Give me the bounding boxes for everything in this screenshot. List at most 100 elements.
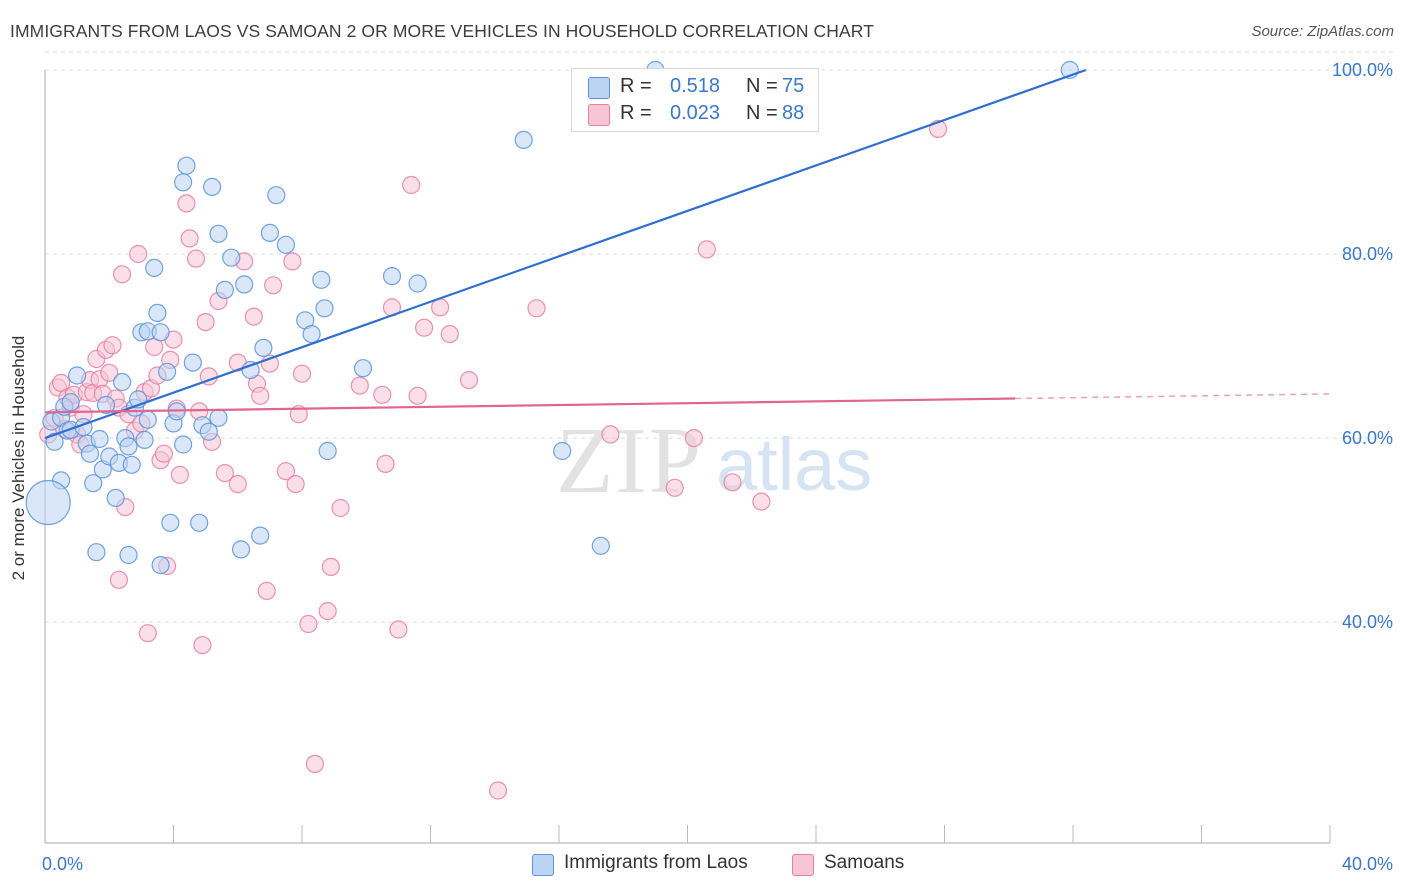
legend-n-label: N = [746,75,778,97]
laos-point [158,362,177,381]
samoans-point [109,570,129,589]
laos-point [408,274,427,293]
samoans-point [697,240,716,259]
y-tick-label: 80.0% [1342,244,1393,264]
samoans-point [170,465,189,484]
laos-point [151,323,170,342]
samoans-legend-label: Samoans [824,852,905,873]
laos-point [145,258,164,277]
laos-point [174,173,193,192]
laos-point [183,353,202,372]
laos-point [122,455,141,474]
laos-point [382,267,402,286]
laos-point [315,299,334,318]
samoans-point [331,498,350,518]
laos-point [61,393,80,412]
legend-n-label: N = [746,102,778,124]
samoans-legend-swatch [792,854,814,876]
legend-r-label: R = [620,75,652,97]
laos-point [260,223,279,242]
samoans-point [752,492,771,511]
laos-point [312,270,331,289]
samoans-point [177,194,196,213]
y-tick-label: 100.0% [1332,60,1393,80]
samoans-point [154,444,173,463]
laos-point [235,275,254,294]
samoans-point [408,386,427,405]
chart-title: IMMIGRANTS FROM LAOS VS SAMOAN 2 OR MORE… [10,21,875,41]
samoans-point [684,429,704,448]
laos-points [25,60,1079,575]
samoans-point [215,464,234,483]
laos-point [148,303,167,322]
samoans-point [251,386,270,405]
laos-point [318,441,337,461]
legend-n-value-samoans: 88 [782,102,805,124]
laos-point [161,513,180,532]
laos-point [591,536,610,555]
tick-labels: 40.0% 60.0% 80.0% 100.0% 0.0% 40.0% [42,60,1393,874]
samoans-point [321,557,340,577]
samoans-trend-line [44,397,1016,414]
y-tick-label: 40.0% [1342,612,1393,632]
watermark-zip: ZIP [556,409,703,513]
laos-point [96,395,116,415]
laos-point [267,186,286,205]
laos-point [209,224,228,243]
samoans-point [389,620,408,639]
samoans-point [276,462,295,481]
laos-point [80,444,100,463]
samoans-point [283,252,302,271]
laos-point [138,410,157,429]
watermark-atlas: atlas [716,423,872,506]
samoans-point [100,363,119,382]
laos-point [215,280,234,299]
samoans-point [138,624,157,643]
source-credit: Source: ZipAtlas.com [1251,23,1394,40]
grid-lines [45,51,1395,623]
samoans-point [350,376,369,395]
samoans-point [129,244,148,264]
samoans-point [318,601,337,621]
correlation-legend: R = 0.518 N = 75 R = 0.023 N = 88 [571,68,819,132]
samoans-point [723,473,742,492]
laos-point [222,248,241,267]
laos-point [135,430,154,449]
samoans-point [527,299,546,318]
samoans-point [440,325,459,344]
samoans-point [286,475,305,494]
laos-point [254,338,273,357]
samoans-swatch [588,104,610,126]
laos-point [45,432,64,451]
samoans-point [601,425,620,444]
laos-point [353,359,373,378]
laos-point [25,479,71,526]
samoans-point [193,635,212,655]
laos-legend-label: Immigrants from Laos [564,852,748,873]
samoans-point [488,781,508,800]
laos-point [276,235,295,254]
laos-swatch [588,77,610,99]
laos-trend-line [44,68,1087,440]
laos-point [199,422,218,441]
samoans-point [459,371,479,390]
samoans-point [180,229,199,248]
samoans-point [665,478,684,497]
laos-point [174,435,193,454]
laos-point [177,156,196,175]
laos-legend-swatch [532,854,554,876]
samoans-point [305,754,324,774]
samoans-point [299,614,318,634]
legend-n-value-laos: 75 [782,75,805,97]
laos-point [119,545,138,565]
laos-point [209,408,228,427]
y-tick-label: 60.0% [1342,428,1393,448]
laos-point [231,540,251,559]
laos-point [112,372,132,392]
samoans-point [376,454,395,473]
laos-point [203,177,222,196]
samoans-point [415,318,434,337]
trend-lines [44,68,1331,440]
laos-point [67,366,87,385]
